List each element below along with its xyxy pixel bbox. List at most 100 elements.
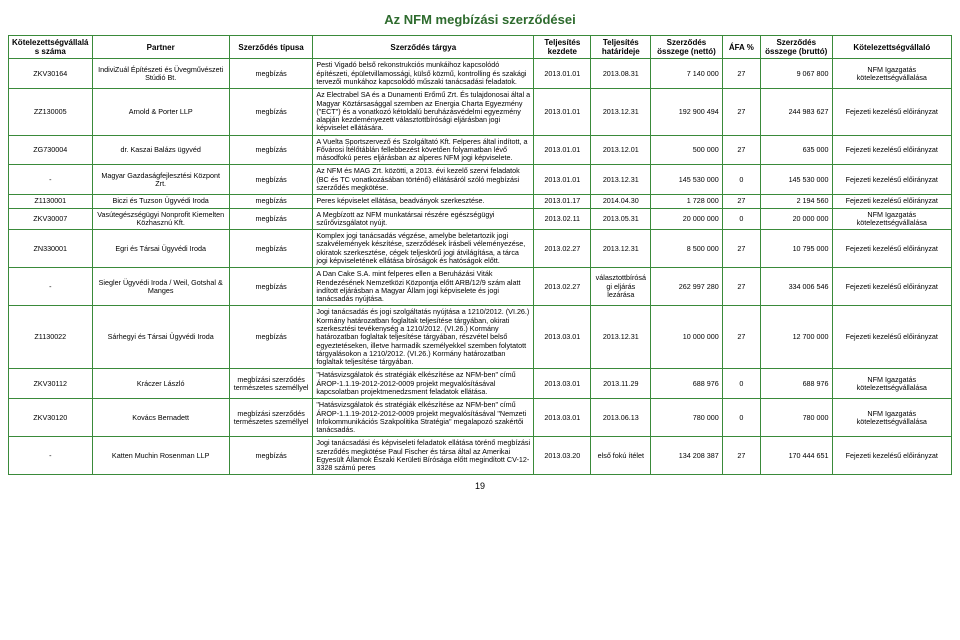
cell-obligor: Fejezeti kezelésű előirányzat [832,195,951,208]
cell-gross: 2 194 560 [760,195,832,208]
cell-gross: 10 795 000 [760,230,832,268]
cell-subject: Komplex jogi tanácsadás végzése, amelybe… [313,230,534,268]
cell-type: megbízás [229,89,313,135]
cell-id: ZKV30112 [9,369,93,399]
cell-partner: IndiviZuál Építészeti és Üvegművészeti S… [92,59,229,89]
cell-type: megbízás [229,59,313,89]
contracts-table: Kötelezettségvállalás száma Partner Szer… [8,35,952,475]
cell-id: ZKV30120 [9,399,93,437]
cell-subject: A Dan Cake S.A. mint felperes ellen a Be… [313,268,534,306]
cell-partner: Katten Muchin Rosenman LLP [92,437,229,475]
cell-net: 500 000 [651,135,723,165]
cell-partner: dr. Kaszai Balázs ügyvéd [92,135,229,165]
page-number: 19 [8,475,952,491]
cell-obligor: Fejezeti kezelésű előirányzat [832,230,951,268]
cell-gross: 170 444 651 [760,437,832,475]
cell-net: 8 500 000 [651,230,723,268]
cell-net: 192 900 494 [651,89,723,135]
cell-partner: Kovács Bernadett [92,399,229,437]
cell-net: 688 976 [651,369,723,399]
cell-end: 2013.12.01 [591,135,651,165]
table-row: Z1130022Sárhegyi és Társai Ügyvédi Iroda… [9,306,952,369]
cell-id: ZKV30007 [9,208,93,230]
cell-gross: 780 000 [760,399,832,437]
table-row: ZKV30164IndiviZuál Építészeti és Üvegműv… [9,59,952,89]
cell-vat: 27 [722,268,760,306]
cell-net: 20 000 000 [651,208,723,230]
cell-vat: 27 [722,230,760,268]
cell-obligor: Fejezeti kezelésű előirányzat [832,89,951,135]
cell-id: - [9,165,93,195]
cell-start: 2013.03.01 [534,369,591,399]
cell-net: 134 208 387 [651,437,723,475]
table-row: -Siegler Ügyvédi Iroda / Weil, Gotshal &… [9,268,952,306]
cell-vat: 0 [722,165,760,195]
table-row: ZKV30007Vasútegészségügyi Nonprofit Kiem… [9,208,952,230]
table-row: ZZ130005Arnold & Porter LLPmegbízásAz El… [9,89,952,135]
cell-type: megbízás [229,437,313,475]
cell-obligor: Fejezeti kezelésű előirányzat [832,268,951,306]
cell-obligor: NFM Igazgatás kötelezettségvállalása [832,208,951,230]
table-row: -Katten Muchin Rosenman LLPmegbízásJogi … [9,437,952,475]
cell-net: 780 000 [651,399,723,437]
cell-net: 10 000 000 [651,306,723,369]
cell-net: 145 530 000 [651,165,723,195]
cell-vat: 27 [722,437,760,475]
cell-end: 2013.12.31 [591,230,651,268]
table-row: Z1130001Biczi és Tuzson Ügyvédi Irodameg… [9,195,952,208]
cell-subject: Jogi tanácsadási és képviseleti feladato… [313,437,534,475]
cell-vat: 0 [722,369,760,399]
table-row: ZKV30112Kráczer Lászlómegbízási szerződé… [9,369,952,399]
cell-start: 2013.01.01 [534,135,591,165]
cell-partner: Magyar Gazdaságfejlesztési Központ Zrt. [92,165,229,195]
page-container: Az NFM megbízási szerződései Kötelezetts… [8,8,952,491]
cell-start: 2013.02.27 [534,268,591,306]
col-gross: Szerződés összege (bruttó) [760,36,832,59]
cell-vat: 27 [722,195,760,208]
col-id: Kötelezettségvállalás száma [9,36,93,59]
cell-partner: Egri és Társai Ügyvédi Iroda [92,230,229,268]
cell-subject: Az Electrabel SA és a Dunamenti Erőmű Zr… [313,89,534,135]
cell-start: 2013.02.11 [534,208,591,230]
cell-gross: 244 983 627 [760,89,832,135]
page-title: Az NFM megbízási szerződései [8,8,952,35]
cell-start: 2013.03.01 [534,399,591,437]
col-obligor: Kötelezettségvállaló [832,36,951,59]
cell-gross: 334 006 546 [760,268,832,306]
cell-vat: 27 [722,89,760,135]
cell-id: ZN330001 [9,230,93,268]
col-subject: Szerződés tárgya [313,36,534,59]
cell-start: 2013.01.01 [534,89,591,135]
cell-vat: 0 [722,399,760,437]
cell-start: 2013.03.20 [534,437,591,475]
cell-partner: Sárhegyi és Társai Ügyvédi Iroda [92,306,229,369]
cell-end: 2013.08.31 [591,59,651,89]
cell-obligor: NFM Igazgatás kötelezettségvállalása [832,59,951,89]
cell-vat: 0 [722,208,760,230]
cell-start: 2013.03.01 [534,306,591,369]
col-net: Szerződés összege (nettó) [651,36,723,59]
cell-type: megbízás [229,306,313,369]
cell-type: megbízás [229,230,313,268]
cell-type: megbízási szerződés természetes személly… [229,369,313,399]
cell-id: ZZ130005 [9,89,93,135]
cell-end: 2013.11.29 [591,369,651,399]
cell-obligor: Fejezeti kezelésű előirányzat [832,135,951,165]
cell-start: 2013.01.17 [534,195,591,208]
col-type: Szerződés típusa [229,36,313,59]
cell-end: 2013.06.13 [591,399,651,437]
cell-subject: Az NFM és MAG Zrt. közötti, a 2013. évi … [313,165,534,195]
cell-subject: Peres képviselet ellátása, beadványok sz… [313,195,534,208]
table-row: ZKV30120Kovács Bernadettmegbízási szerző… [9,399,952,437]
cell-start: 2013.01.01 [534,165,591,195]
cell-partner: Arnold & Porter LLP [92,89,229,135]
cell-end: első fokú ítélet [591,437,651,475]
cell-gross: 20 000 000 [760,208,832,230]
table-body: ZKV30164IndiviZuál Építészeti és Üvegműv… [9,59,952,475]
cell-end: 2013.12.31 [591,306,651,369]
cell-end: 2014.04.30 [591,195,651,208]
col-end: Teljesítés határideje [591,36,651,59]
cell-partner: Vasútegészségügyi Nonprofit Kiemelten Kö… [92,208,229,230]
cell-partner: Biczi és Tuzson Ügyvédi Iroda [92,195,229,208]
cell-vat: 27 [722,135,760,165]
